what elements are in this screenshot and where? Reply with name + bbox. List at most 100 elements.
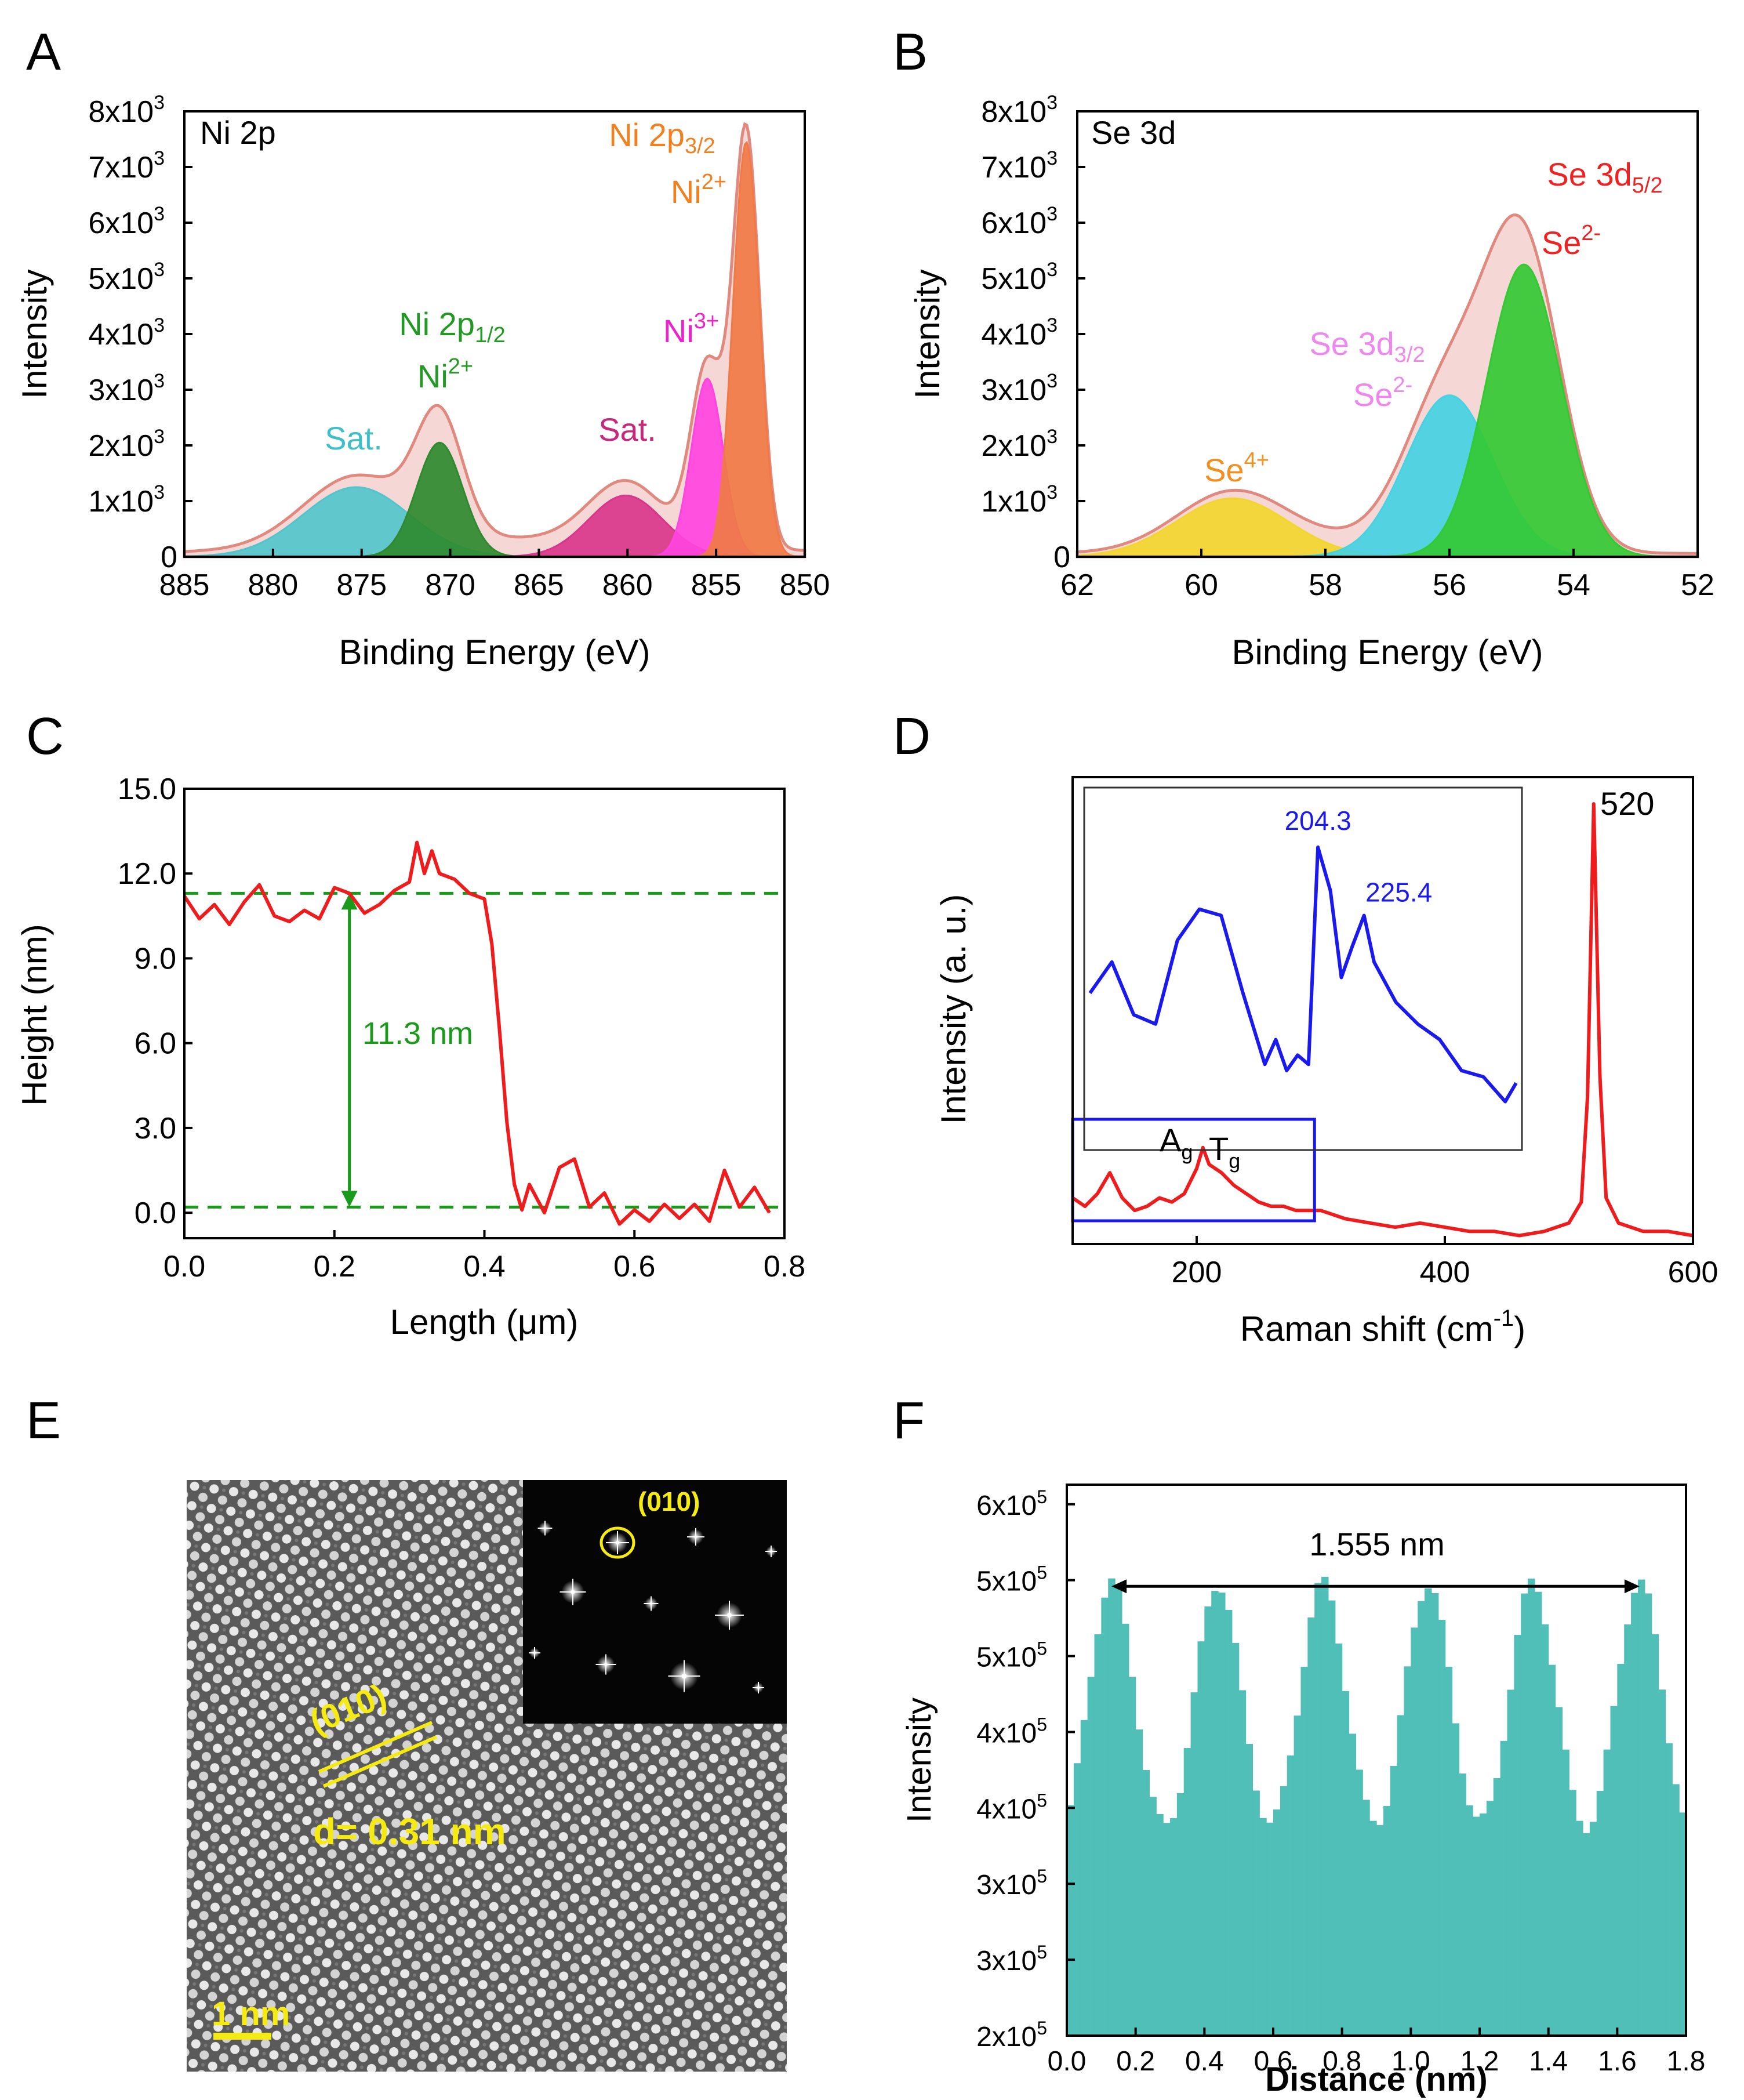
panel-f-bar xyxy=(1080,1720,1088,2036)
panel-f-bar xyxy=(1480,1813,1487,2036)
panel-a-label-sat-right: Sat. xyxy=(598,411,656,448)
panel-f-bar xyxy=(1349,1733,1356,2036)
panel-d-plot-area xyxy=(1071,802,1694,1238)
panel-d-peak-label: 520 xyxy=(1600,785,1654,822)
panel-a-ytick-label: 6x103 xyxy=(88,203,165,240)
panel-b-xtick-label: 58 xyxy=(1309,568,1342,602)
panel-f-bar xyxy=(1073,1763,1081,2036)
panel-b-ylabel: Intensity xyxy=(908,269,947,398)
panel-f-xtick-label: 1.0 xyxy=(1391,2046,1430,2077)
panel-a-ytick-label: 7x103 xyxy=(88,147,165,184)
panel-f-bar xyxy=(1617,1663,1625,2036)
panel-a-axes: 885 880 875 870 865 860 855 850 0 1x103 2x103 3x103… xyxy=(88,92,830,602)
panel-f-bar xyxy=(1452,1723,1459,2036)
panel-f-xtick-label: 0.0 xyxy=(1048,2046,1087,2077)
panel-a-xtick-label: 885 xyxy=(159,568,210,602)
panel-d-xtick-label: 600 xyxy=(1668,1256,1718,1289)
panel-f-ytick-label: 3x105 xyxy=(976,1942,1047,1976)
panel-e-fft-spot xyxy=(544,1527,546,1529)
panel-f-ytick-label: 4x105 xyxy=(976,1714,1047,1749)
panel-f-bar xyxy=(1259,1818,1267,2036)
panel-e-spacing-label: d= 0.31 nm xyxy=(313,1811,506,1852)
panel-a-xtick-label: 865 xyxy=(514,568,564,602)
panel-f-bar xyxy=(1383,1806,1391,2036)
panel-f-bar xyxy=(1197,1641,1205,2036)
panel-e-fft-spot xyxy=(571,1590,575,1594)
panel-f-bar xyxy=(1094,1634,1102,2036)
panel-d-xlabel: Raman shift (cm-1) xyxy=(1240,1305,1525,1348)
panel-f-bar xyxy=(1576,1820,1583,2036)
panel-c-xlabel: Length (μm) xyxy=(390,1303,579,1341)
panel-e-hrtem-image: (010) (010) d= 0.31 nm 1 nm xyxy=(187,1480,787,2072)
panel-f-bar xyxy=(1397,1715,1405,2036)
panel-e-scale-bar xyxy=(213,2033,271,2040)
panel-f-xtick-label: 0.4 xyxy=(1185,2046,1224,2077)
panel-f-bar xyxy=(1108,1578,1116,2036)
panel-f-bar xyxy=(1356,1769,1363,2036)
panel-c-axes: 0.0 0.2 0.4 0.6 0.8 0.0 3.0 6.0 9.0 12.0 15.0 xyxy=(118,772,805,1283)
panel-f-bar xyxy=(1431,1593,1439,2036)
panel-f-bar xyxy=(1672,1784,1680,2036)
panel-f-bar xyxy=(1473,1816,1480,2036)
panel-f-bar xyxy=(1644,1593,1652,2036)
panel-a-xtick-label: 855 xyxy=(691,568,742,602)
panel-f-bar xyxy=(1121,1623,1129,2036)
panel-b-label-se32-ion: Se2- xyxy=(1353,373,1412,413)
panel-f-bar xyxy=(1204,1606,1212,2036)
panel-f-bar xyxy=(1583,1833,1590,2036)
panel-c-xtick-label: 0.8 xyxy=(764,1250,805,1283)
panel-d-frame xyxy=(1071,776,1694,1245)
panel-e-plane-line-2 xyxy=(322,1735,438,1788)
panel-a-xtick-label: 880 xyxy=(248,568,298,602)
panel-f-bar xyxy=(1445,1666,1453,2036)
panel-letter-f: F xyxy=(893,1392,925,1450)
panel-b-ytick-label: 8x103 xyxy=(981,92,1058,129)
panel-a-ytick-label: 4x103 xyxy=(88,314,165,351)
panel-f-xtick-label: 0.8 xyxy=(1322,2046,1361,2077)
panel-c-ytick-label: 0.0 xyxy=(135,1196,176,1230)
panel-a-ytick-label: 3x103 xyxy=(88,370,165,407)
panel-f-bar xyxy=(1142,1769,1150,2036)
panel-f-bar xyxy=(1651,1634,1659,2036)
panel-f-bar xyxy=(1362,1800,1370,2036)
panel-b-ytick-label: 6x103 xyxy=(981,203,1058,240)
panel-f-bar xyxy=(1294,1715,1302,2036)
panel-b-se3d-spectrum: 62 60 58 56 54 52 0 1x103 2x103 3x103 4x103 5x103 6x… xyxy=(908,92,1714,672)
panel-f-bar xyxy=(1596,1790,1604,2036)
panel-f-bar xyxy=(1534,1591,1542,2036)
panel-f-bar xyxy=(1328,1600,1336,2036)
panel-e-plane-line-1 xyxy=(318,1721,433,1773)
panel-f-bar xyxy=(1603,1749,1611,2036)
panel-f-bar xyxy=(1541,1624,1549,2036)
panel-d-inset-line xyxy=(1088,845,1518,1104)
panel-f-bar xyxy=(1486,1801,1494,2036)
panel-e-fft-spot xyxy=(650,1602,652,1605)
panel-e-fft-spot xyxy=(770,1550,772,1553)
panel-f-bar xyxy=(1280,1786,1288,2036)
panel-d-label-tg: Tg xyxy=(1209,1130,1240,1173)
panel-b-label-se4: Se4+ xyxy=(1204,448,1269,488)
panel-b-xtick-label: 52 xyxy=(1681,568,1714,602)
panel-e-fft-spot xyxy=(604,1663,608,1666)
panel-c-ytick-label: 15.0 xyxy=(118,772,176,806)
panel-c-frame xyxy=(183,788,786,1239)
panel-a-ni2p-spectrum: 885 880 875 870 865 860 855 850 0 1x103 2x103 3x103… xyxy=(15,92,830,672)
panel-d-ylabel: Intensity (a. u.) xyxy=(934,894,973,1125)
panel-f-bar xyxy=(1087,1677,1095,2036)
panel-f-bar xyxy=(1679,1812,1687,2036)
panel-e-fft-spots xyxy=(529,1521,777,1693)
panel-b-xtick-label: 54 xyxy=(1557,568,1590,602)
panel-c-xtick-label: 0.2 xyxy=(314,1250,355,1283)
panel-f-bar xyxy=(1128,1677,1136,2036)
panel-b-title: Se 3d xyxy=(1091,114,1176,151)
panel-f-bar xyxy=(1528,1578,1535,2036)
panel-letter-e: E xyxy=(26,1392,61,1450)
panel-b-ytick-label: 5x103 xyxy=(981,259,1058,296)
panel-f-bar xyxy=(1170,1818,1178,2036)
panel-f-arrow-head-left xyxy=(1111,1579,1127,1594)
panel-f-bar xyxy=(1135,1729,1143,2036)
panel-a-ytick-label: 8x103 xyxy=(88,92,165,129)
panel-b-xtick-label: 60 xyxy=(1185,568,1218,602)
panel-c-ytick-label: 12.0 xyxy=(118,857,176,891)
